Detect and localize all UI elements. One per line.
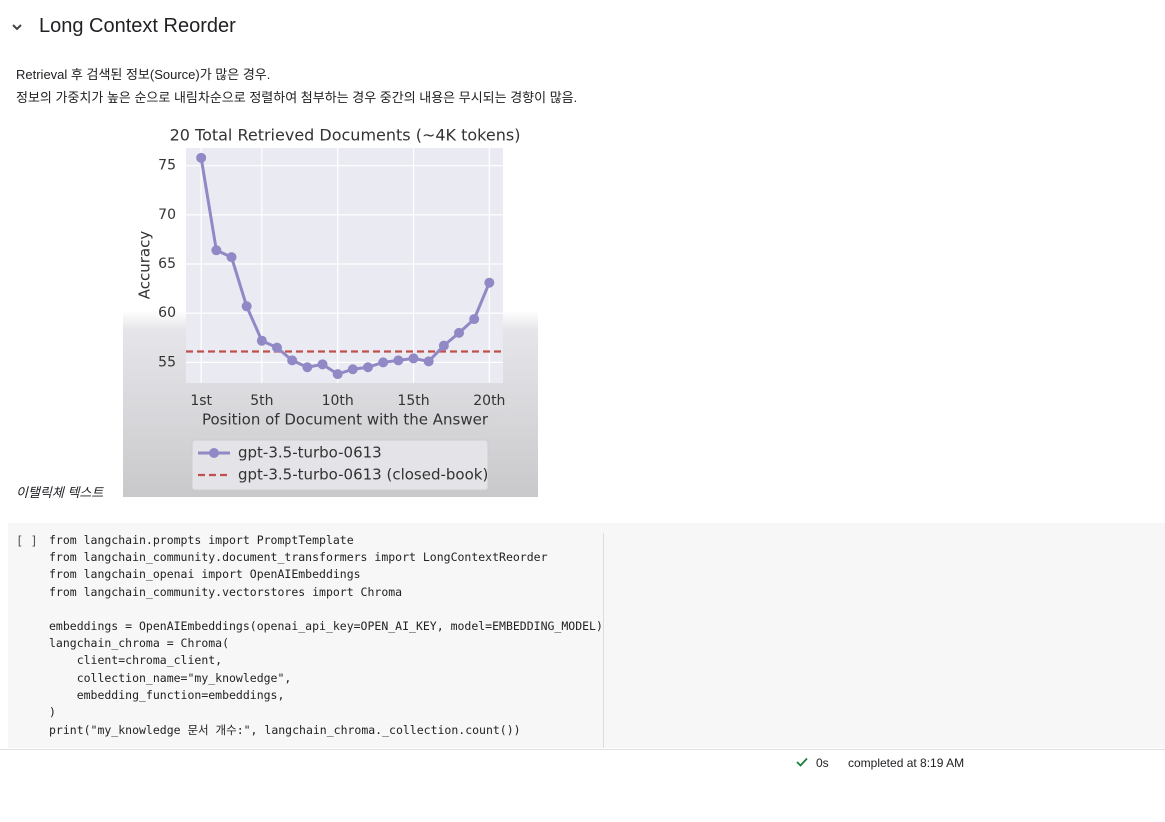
duration: 0s: [816, 756, 829, 770]
code-line: collection_name="my_knowledge",: [49, 670, 292, 685]
data-point: [363, 362, 374, 373]
data-point: [332, 369, 343, 380]
check-icon: [796, 757, 808, 767]
chart-image: 20 Total Retrieved Documents (~4K tokens…: [123, 125, 538, 497]
notebook: Long Context Reorder Retrieval 후 검색된 정보(…: [0, 15, 1165, 771]
y-tick-label: 60: [158, 305, 176, 321]
data-point: [393, 355, 404, 366]
legend-label: gpt-3.5-turbo-0613: [238, 444, 382, 462]
y-tick-label: 70: [158, 207, 176, 223]
data-point: [226, 252, 237, 263]
data-point: [484, 277, 495, 288]
y-axis-label: Accuracy: [136, 231, 154, 300]
caption: 이탤릭체 텍스트: [16, 485, 104, 500]
data-point: [438, 340, 449, 351]
legend-swatch: [209, 448, 219, 458]
data-point: [196, 152, 207, 163]
status-message: completed at 8:19 AM: [848, 756, 965, 770]
code-line: embedding_function=embeddings,: [49, 687, 285, 702]
code-line: print("my_knowledge 문서 개수:", langchain_c…: [49, 723, 521, 738]
code-cell[interactable]: [ ] from langchain.prompts import Prompt…: [8, 523, 1165, 748]
data-point: [241, 301, 252, 312]
text-line: Retrieval 후 검색된 정보(Source)가 많은 경우.: [16, 67, 271, 82]
data-point: [423, 356, 434, 367]
code-line: from langchain_openai import OpenAIEmbed…: [49, 567, 361, 582]
code-line: from langchain_community.document_transf…: [49, 550, 548, 565]
code-line: client=chroma_client,: [49, 653, 223, 668]
data-point: [408, 353, 419, 364]
text-line: 정보의 가중치가 높은 순으로 내림차순으로 정렬하여 첨부하는 경우 중간의 …: [16, 90, 578, 105]
legend: [191, 439, 489, 491]
x-tick-label: 1st: [190, 393, 212, 409]
data-point: [454, 327, 465, 338]
data-point: [317, 359, 328, 370]
data-point: [256, 335, 267, 346]
legend-label: gpt-3.5-turbo-0613 (closed-book): [238, 466, 488, 484]
x-tick-label: 5th: [250, 393, 273, 409]
run-button[interactable]: [ ]: [16, 534, 38, 548]
data-point: [378, 357, 389, 368]
x-axis-label: Position of Document with the Answer: [202, 411, 489, 429]
chart-title: 20 Total Retrieved Documents (~4K tokens…: [170, 126, 521, 145]
data-point: [211, 245, 222, 256]
y-tick-label: 55: [158, 354, 176, 370]
x-tick-label: 10th: [322, 393, 354, 409]
x-tick-label: 15th: [397, 393, 429, 409]
collapse-chevron[interactable]: [10, 20, 24, 34]
data-point: [347, 364, 358, 375]
status-bar: 0s completed at 8:19 AM: [0, 749, 1165, 771]
code-line: embeddings = OpenAIEmbeddings(openai_api…: [49, 619, 603, 633]
code-line: from langchain_community.vectorstores im…: [49, 584, 403, 599]
data-point: [287, 355, 298, 366]
x-tick-label: 20th: [473, 393, 505, 409]
code-line: from langchain.prompts import PromptTemp…: [49, 533, 354, 547]
section-title: Long Context Reorder: [39, 15, 236, 37]
code-line: ): [49, 705, 56, 719]
separator: [603, 533, 604, 748]
data-point: [469, 314, 480, 325]
code-line: langchain_chroma = Chroma(: [49, 636, 230, 651]
plot-area: [186, 148, 503, 383]
data-point: [302, 362, 313, 373]
y-tick-label: 65: [158, 256, 176, 272]
y-tick-label: 75: [158, 158, 176, 174]
data-point: [272, 342, 283, 353]
